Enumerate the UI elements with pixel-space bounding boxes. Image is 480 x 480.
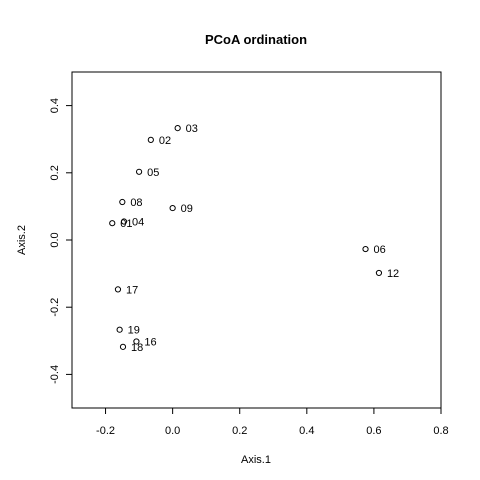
x-axis-label: Axis.1 [241,454,271,466]
point-label: 19 [128,325,140,337]
point-label: 02 [159,135,171,147]
point-label: 17 [126,284,138,296]
point-label: 12 [387,268,399,280]
data-point [119,343,127,350]
x-tick-label: -0.2 [96,425,115,437]
data-point [375,269,383,277]
point-label: 05 [147,167,159,179]
point-label: 18 [131,342,143,354]
data-point [133,338,140,345]
x-tick-label: 0.2 [232,425,247,437]
data-point [116,326,123,333]
y-axis: -0.4 -0.2 0.0 0.2 0.4 [49,98,72,384]
point-label: 16 [144,336,156,348]
data-point [109,220,116,227]
y-tick-label: -0.4 [49,365,61,384]
point-label: 08 [130,197,142,209]
y-tick-label: 0.0 [49,232,61,247]
y-axis-label: Axis.2 [16,225,28,255]
y-tick-label: 0.2 [49,165,61,180]
chart-title: PCoA ordination [205,32,307,47]
data-point [169,204,176,212]
x-axis: -0.2 0.0 0.2 0.4 0.6 0.8 [96,408,449,437]
point-label: 06 [374,244,386,256]
data-point [114,286,122,293]
point-label: 09 [181,203,193,215]
x-tick-label: 0.4 [299,425,314,437]
data-point [362,245,369,253]
data-point [120,218,128,225]
point-label: 04 [132,217,144,229]
data-point [135,168,143,175]
point-label: 01 [120,218,132,230]
y-tick-label: 0.4 [49,98,61,113]
x-tick-label: 0.0 [165,425,180,437]
data-point [174,125,181,132]
data-point [147,136,154,143]
point-label: 03 [186,123,198,135]
x-tick-label: 0.6 [366,425,381,437]
y-tick-label: -0.2 [49,298,61,317]
data-point [119,198,126,206]
x-tick-label: 0.8 [433,425,448,437]
